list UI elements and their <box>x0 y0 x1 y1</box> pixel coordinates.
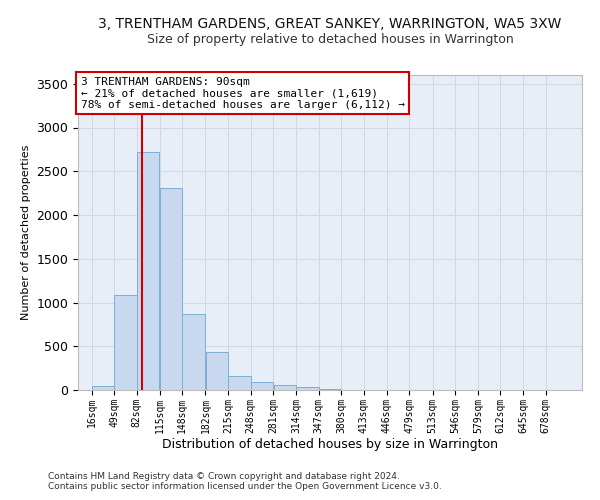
Bar <box>206 352 228 390</box>
Bar <box>228 376 251 390</box>
Text: Size of property relative to detached houses in Warrington: Size of property relative to detached ho… <box>146 32 514 46</box>
Y-axis label: Number of detached properties: Number of detached properties <box>21 145 31 320</box>
Bar <box>274 385 296 390</box>
Bar <box>296 386 319 390</box>
Text: Contains public sector information licensed under the Open Government Licence v3: Contains public sector information licen… <box>48 482 442 491</box>
Bar <box>137 152 160 390</box>
Text: 3 TRENTHAM GARDENS: 90sqm
← 21% of detached houses are smaller (1,619)
78% of se: 3 TRENTHAM GARDENS: 90sqm ← 21% of detac… <box>80 76 404 110</box>
Text: 3, TRENTHAM GARDENS, GREAT SANKEY, WARRINGTON, WA5 3XW: 3, TRENTHAM GARDENS, GREAT SANKEY, WARRI… <box>98 18 562 32</box>
X-axis label: Distribution of detached houses by size in Warrington: Distribution of detached houses by size … <box>162 438 498 452</box>
Bar <box>319 389 341 390</box>
Text: Contains HM Land Registry data © Crown copyright and database right 2024.: Contains HM Land Registry data © Crown c… <box>48 472 400 481</box>
Bar <box>92 386 114 390</box>
Bar <box>115 294 137 390</box>
Bar <box>182 314 205 390</box>
Bar <box>160 188 182 390</box>
Bar <box>251 382 273 390</box>
